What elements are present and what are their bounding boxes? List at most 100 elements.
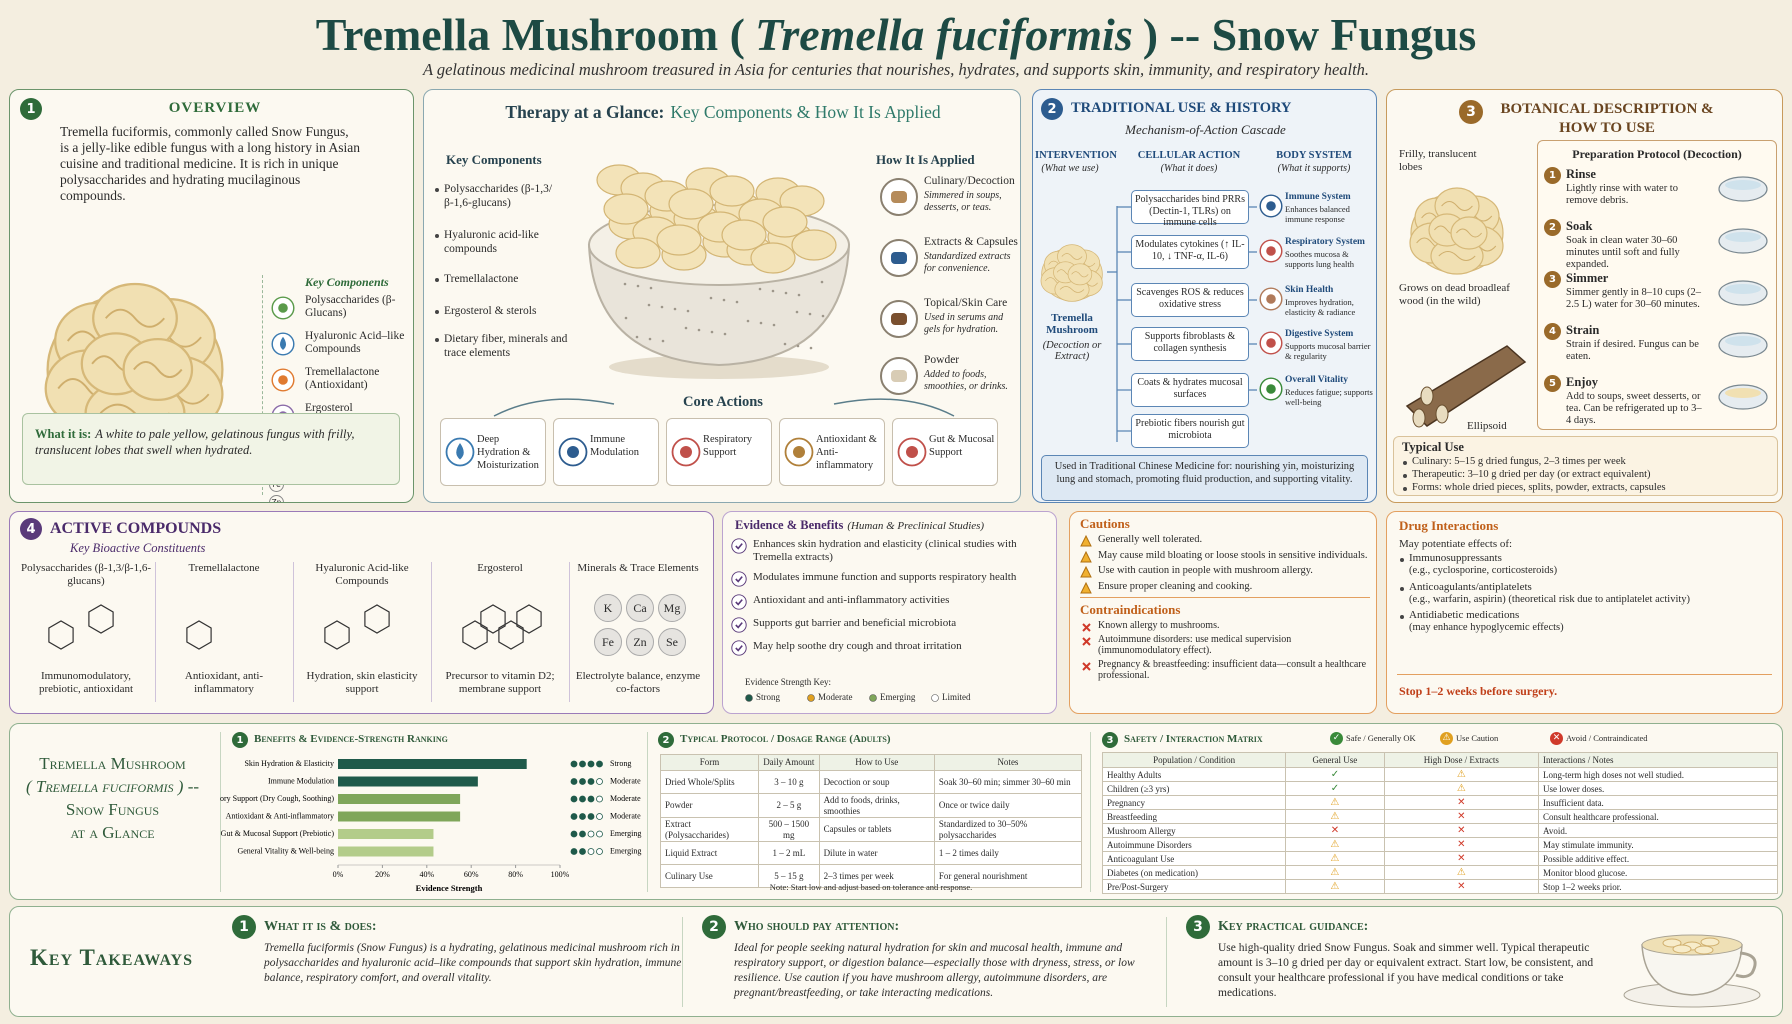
dosage-table: Form Daily Amount How to Use Notes Dried Who… [659,754,1083,888]
table-cell: Soak 30–60 min; simmer 30–60 min [933,770,1083,794]
compound-desc: Hydration, skin elasticity support [306,670,418,695]
mineral-symbol: Se [658,628,686,656]
bowl-speckle [649,286,653,290]
section-divider [647,732,648,892]
chart-title: Benefits & Evidence-Strength Ranking [254,733,448,745]
table-cell: ⚠ [1285,809,1385,824]
rating-dot [587,830,595,838]
key-dot [869,694,877,702]
bowl-speckle [808,312,812,316]
fungus-lobe [762,206,808,238]
section-divider [1090,732,1091,892]
system-desc: Reduces fatigue; supports well-being [1285,387,1373,407]
x-tick-label: 20% [375,870,390,879]
bowl-speckle [686,309,690,313]
table-row: Dried Whole/Splits 3 – 10 g Decoction or s… [659,770,1083,794]
step-title: Soak [1566,219,1593,233]
component-row: Hyaluronic Acid–like Compounds [269,330,410,366]
table-cell: Capsules or tablets [818,817,935,842]
mineral-symbol: Fe [594,628,622,656]
component-item: Dietary fiber, minerals and trace elemen… [434,332,579,360]
table-cell: Standardized to 30–50% polysaccharides [933,817,1083,842]
component-item: Polysaccharides (β-1,3/β-1,6-glucans) [434,182,579,210]
column-sub: (What it supports) [1277,163,1351,174]
rating-dot [596,778,603,785]
typical-use-box: Typical Use Culinary: 5–15 g dried fungus… [1393,436,1778,496]
bowl-illustration [587,164,851,379]
drug-note: (e.g., cyclosporine, corticosteroids) [1409,565,1558,576]
component-item: Hyaluronic acid-like compounds [434,228,579,256]
table-cell: 1 – 2 mL [758,841,820,865]
botanical-panel: 3 BOTANICAL DESCRIPTION & HOW TO USE Frill… [1386,89,1783,503]
bowl-speckle [661,339,665,343]
icon [558,437,588,467]
bowl-speckle [772,323,776,327]
column-divider [431,562,432,702]
table-cell: ⚠ [1383,781,1540,796]
drug-heading: Drug Interactions [1399,518,1499,533]
illustration-label: Frilly, translucent lobes [1399,148,1477,173]
rating-dot [587,778,595,785]
icon [271,296,295,320]
overview-panel: 1 OVERVIEW Tremella fuciformis, commonly c… [9,89,414,503]
column-header: Daily Amount [758,754,820,771]
protocol-heading: Preparation Protocol (Decoction) [1572,147,1742,161]
action-box: Polysaccharides bind PRRs (Dectin-1, TLR… [1131,190,1249,228]
fungus-lobe [721,219,767,251]
table-cell: Monitor blood glucose. [1538,865,1778,880]
badge: 3 [1186,915,1210,939]
avoid-icon [1082,661,1091,671]
mineral-symbol: Zn [269,495,284,502]
system-name: Immune System [1285,192,1351,202]
system-name: Skin Health [1285,285,1334,295]
compound-name: Ergosterol [477,562,523,574]
rating-label: Moderate [610,776,641,785]
takeaway-text: Tremella fuciformis (Snow Fungus) is a h… [264,942,682,984]
evidence-item: Enhances skin hydration and elasticity (… [753,538,1017,563]
bowl-speckle [820,280,824,284]
avoid-icon [1082,636,1091,646]
icon-drop [456,443,464,460]
glance-title-line: Tremella Mushroom [39,754,186,773]
vessel-inner [1725,336,1761,346]
table-cell: ⚠ [1383,767,1540,782]
component-label: Polysaccharides (β-Glucans) [305,294,396,319]
mushroom-illustration [1409,187,1504,275]
component-label: Ergosterol [305,402,353,414]
evidence-panel: Evidence & Benefits (Human & Preclinical … [722,511,1057,714]
key-heading: Evidence Strength Key: [745,677,831,687]
what-text: A white to pale yellow, gelatinous fungu… [35,427,355,457]
x-tick-label: 100% [551,870,570,879]
x-axis-label: Evidence Strength [416,883,483,893]
bowl-speckle [797,293,801,297]
component-row: Tremellalactone (Antioxidant) [269,366,410,402]
icon-drop [280,336,286,350]
cautions-content: Cautions Generally well tolerated. May cau… [1080,516,1370,684]
icon-bg [731,640,747,656]
protocol-box: Preparation Protocol (Decoction) 1 Rinse Li… [1537,140,1777,430]
cautions-heading: Cautions [1080,516,1130,531]
icon-check [735,599,743,606]
title-part: Tremella Mushroom ( [315,9,745,60]
table-cell: ✕ [1383,795,1540,810]
action-box: Scavenges ROS & reduces oxidative stress [1131,283,1249,317]
source-note: (Decoction or Extract) [1042,340,1102,362]
ring [498,620,524,650]
badge: 4 [20,518,42,540]
x-tick-label: 60% [464,870,479,879]
key-label: Strong [756,692,781,702]
badge: 3 [1102,732,1118,748]
rating-dot [596,830,603,838]
rating-label: Moderate [610,794,641,803]
source-label: Tremella Mushroom [1046,312,1098,336]
icon-bg [731,538,747,554]
icon-check [735,622,743,629]
fungus-lobe [668,188,714,220]
therapy-panel: Therapy at a Glance: Key Components & How… [423,89,1021,503]
contra-row: Autoimmune disorders: use medical superv… [1080,634,1370,657]
typical-item: Forms: whole dried pieces, splits, powde… [1402,481,1769,494]
icon [731,640,747,656]
icon-dot [906,446,918,458]
bowl-speckle [735,300,739,304]
compound-desc: Antioxidant, anti-inflammatory [184,670,264,695]
